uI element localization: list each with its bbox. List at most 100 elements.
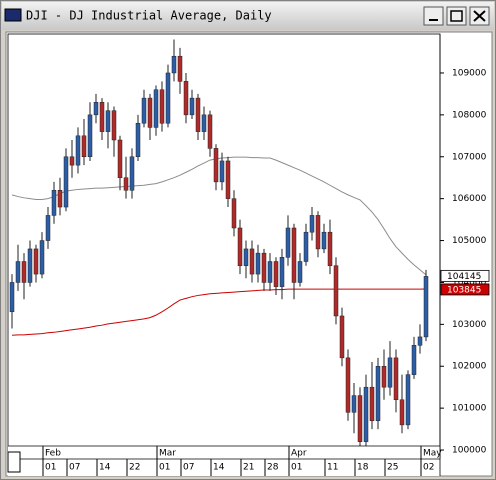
- y-tick-label: 100000: [452, 446, 487, 456]
- candle-body: [147, 97, 153, 128]
- y-tick-label: 108000: [452, 110, 487, 120]
- candle-body: [201, 114, 207, 132]
- last-price-label: 104145: [447, 272, 481, 282]
- candle-body: [87, 114, 93, 158]
- candle-body: [369, 386, 375, 421]
- y-tick-label: 106000: [452, 194, 487, 204]
- x-tick-label: 18: [357, 463, 369, 473]
- candle-body: [213, 148, 219, 183]
- x-tick-label: 25: [387, 463, 398, 473]
- candle-body: [231, 198, 237, 229]
- candle-body: [405, 374, 411, 426]
- candle-body: [105, 110, 111, 132]
- minimize-button[interactable]: [423, 6, 444, 26]
- ma-value-box: [440, 283, 490, 296]
- candle-body: [423, 276, 429, 338]
- candle-body: [321, 231, 327, 250]
- y-tick-label: 104000: [452, 278, 487, 288]
- candle-body: [93, 102, 99, 116]
- candle-body: [45, 215, 51, 241]
- candle-body: [375, 365, 381, 421]
- candle-body: [39, 240, 45, 275]
- candle-body: [123, 177, 129, 191]
- candle-body: [27, 248, 33, 283]
- candle-body: [15, 261, 21, 283]
- candle-body: [75, 135, 81, 166]
- candle-body: [327, 231, 333, 266]
- candle-body: [153, 89, 159, 128]
- candle-body: [303, 231, 309, 262]
- candle-body: [249, 248, 255, 275]
- x-tick-label: 11: [327, 463, 338, 473]
- candle-body: [189, 97, 195, 116]
- candle-body: [195, 97, 201, 132]
- candle-body: [183, 81, 189, 116]
- plot: [9, 39, 429, 446]
- candle-body: [411, 345, 417, 375]
- month-label: Apr: [291, 449, 307, 459]
- plot-area: [7, 33, 441, 459]
- candle-body: [297, 261, 303, 283]
- candle-body: [393, 357, 399, 401]
- candle-body: [285, 227, 291, 258]
- x-tick-label: 02: [423, 463, 434, 473]
- x-tick-label: 28: [267, 463, 279, 473]
- candle-body: [219, 160, 225, 183]
- ma-value-label: 103845: [447, 285, 481, 295]
- y-tick-label: 105000: [452, 236, 487, 246]
- x-tick-label: 07: [183, 463, 194, 473]
- y-tick-label: 102000: [452, 362, 487, 372]
- candle-body: [33, 248, 39, 275]
- candle-body: [237, 227, 243, 266]
- candle-body: [399, 399, 405, 426]
- x-tick-label: 07: [69, 463, 80, 473]
- month-label: Feb: [45, 449, 61, 459]
- candle-body: [357, 395, 363, 442]
- candle-body: [351, 395, 357, 413]
- x-tick-label: 14: [99, 463, 111, 473]
- candle-body: [21, 261, 27, 283]
- candle-body: [339, 315, 345, 359]
- candle-body: [291, 227, 297, 283]
- candle-body: [51, 190, 57, 216]
- moving-average-line: [11, 288, 427, 336]
- candle-body: [267, 261, 273, 283]
- candle-body: [129, 156, 135, 191]
- candle-body: [207, 114, 213, 149]
- x-tick-label: 21: [243, 463, 254, 473]
- close-button[interactable]: [469, 6, 490, 26]
- candle-body: [117, 139, 123, 178]
- candle-body: [69, 156, 75, 166]
- app-icon: [4, 8, 22, 22]
- month-label: Mar: [159, 449, 176, 459]
- x-tick-label: 01: [45, 463, 56, 473]
- candle-body: [279, 257, 285, 287]
- last-price-box: [440, 269, 490, 282]
- moving-average-line: [11, 156, 427, 276]
- candle-body: [9, 282, 15, 313]
- candle-body: [141, 97, 147, 124]
- candle-body: [387, 357, 393, 388]
- month-label: May: [423, 449, 442, 459]
- candle-body: [57, 190, 63, 208]
- candle-body: [81, 135, 87, 158]
- candle-body: [261, 252, 267, 283]
- candle-body: [159, 89, 165, 124]
- candle-body: [255, 252, 261, 275]
- y-tick-label: 101000: [452, 404, 487, 414]
- y-tick-label: 107000: [452, 152, 487, 162]
- candle-body: [417, 336, 423, 346]
- candle-body: [99, 102, 105, 132]
- candle-body: [177, 55, 183, 82]
- candle-body: [315, 215, 321, 250]
- candle-body: [135, 122, 141, 158]
- dates: 01 07 14 22 01 07 14 21 28 01 11 18 25 02 Feb Mar Apr May: [42, 446, 442, 476]
- y-tick-label: 109000: [452, 68, 487, 78]
- maximize-button[interactable]: [446, 6, 467, 26]
- candle-body: [309, 215, 315, 233]
- x-tick-label: 22: [129, 463, 140, 473]
- candle-body: [111, 110, 117, 141]
- scroll-box[interactable]: [7, 451, 21, 473]
